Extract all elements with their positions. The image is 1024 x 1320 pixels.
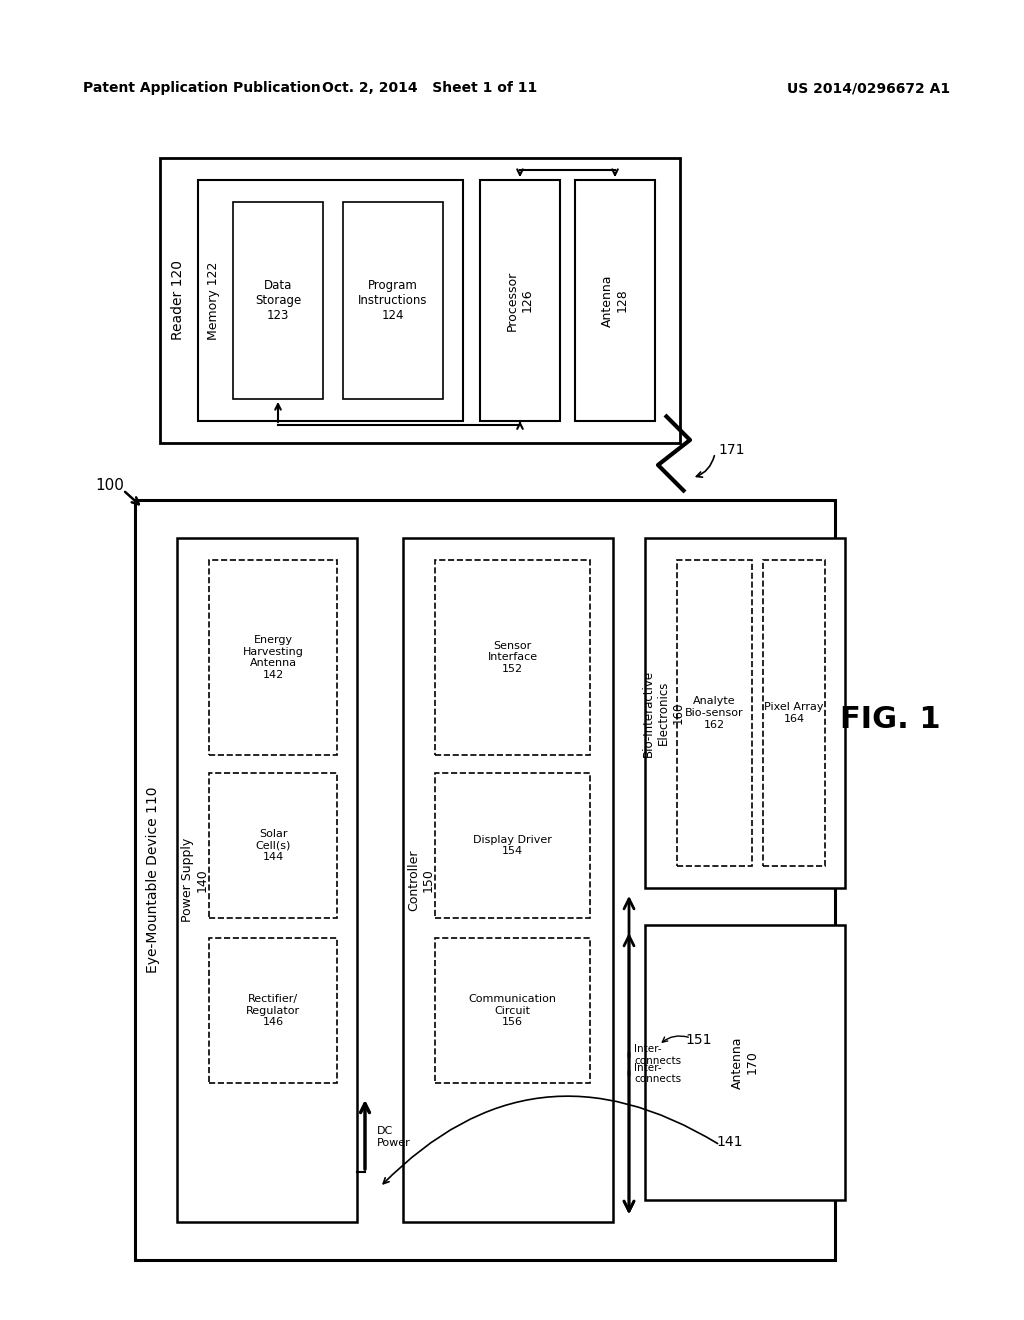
Text: Antenna
170: Antenna 170 bbox=[731, 1036, 759, 1089]
Bar bbox=[177, 539, 357, 1222]
Text: 141: 141 bbox=[717, 1135, 743, 1148]
Bar bbox=[209, 774, 337, 917]
Text: Bio-Interactive
Electronics
160: Bio-Interactive Electronics 160 bbox=[641, 669, 684, 756]
Bar bbox=[198, 180, 463, 421]
Bar bbox=[343, 202, 443, 399]
Text: Inter-
connects: Inter- connects bbox=[634, 1063, 681, 1084]
Text: Power Supply
140: Power Supply 140 bbox=[181, 838, 209, 923]
Text: Sensor
Interface
152: Sensor Interface 152 bbox=[487, 642, 538, 675]
Text: Communication
Circuit
156: Communication Circuit 156 bbox=[469, 994, 556, 1027]
Text: Rectifier/
Regulator
146: Rectifier/ Regulator 146 bbox=[246, 994, 300, 1027]
Bar bbox=[209, 560, 337, 755]
Bar bbox=[645, 925, 845, 1200]
Text: 151: 151 bbox=[686, 1034, 713, 1047]
Text: Analyte
Bio-sensor
162: Analyte Bio-sensor 162 bbox=[685, 697, 743, 730]
Text: Solar
Cell(s)
144: Solar Cell(s) 144 bbox=[255, 829, 291, 862]
Text: Display Driver
154: Display Driver 154 bbox=[473, 834, 552, 857]
Bar bbox=[435, 774, 590, 917]
Bar bbox=[763, 560, 825, 866]
Text: Processor
126: Processor 126 bbox=[506, 271, 534, 330]
Text: FIG. 1: FIG. 1 bbox=[840, 705, 940, 734]
Text: DC
Power: DC Power bbox=[377, 1126, 411, 1148]
Bar bbox=[403, 539, 613, 1222]
Bar bbox=[135, 500, 835, 1261]
Bar bbox=[480, 180, 560, 421]
Text: Reader 120: Reader 120 bbox=[171, 260, 185, 341]
Text: 171: 171 bbox=[718, 444, 744, 457]
Text: Pixel Array
164: Pixel Array 164 bbox=[764, 702, 823, 723]
Text: Eye-Mountable Device 110: Eye-Mountable Device 110 bbox=[146, 787, 160, 973]
Bar bbox=[435, 939, 590, 1082]
Text: Program
Instructions
124: Program Instructions 124 bbox=[358, 279, 428, 322]
Text: US 2014/0296672 A1: US 2014/0296672 A1 bbox=[786, 81, 950, 95]
Text: Patent Application Publication: Patent Application Publication bbox=[83, 81, 321, 95]
Bar bbox=[160, 158, 680, 444]
Text: Controller
150: Controller 150 bbox=[407, 849, 435, 911]
Bar bbox=[233, 202, 323, 399]
Text: Data
Storage
123: Data Storage 123 bbox=[255, 279, 301, 322]
Bar bbox=[645, 539, 845, 888]
Text: Inter-
connects: Inter- connects bbox=[634, 1044, 681, 1065]
Bar bbox=[209, 939, 337, 1082]
Text: Antenna
128: Antenna 128 bbox=[601, 275, 629, 327]
Bar bbox=[677, 560, 752, 866]
Text: 100: 100 bbox=[95, 478, 125, 492]
Text: Energy
Harvesting
Antenna
142: Energy Harvesting Antenna 142 bbox=[243, 635, 303, 680]
Bar bbox=[575, 180, 655, 421]
Bar bbox=[435, 560, 590, 755]
Text: Oct. 2, 2014   Sheet 1 of 11: Oct. 2, 2014 Sheet 1 of 11 bbox=[323, 81, 538, 95]
Text: Memory 122: Memory 122 bbox=[208, 261, 220, 339]
